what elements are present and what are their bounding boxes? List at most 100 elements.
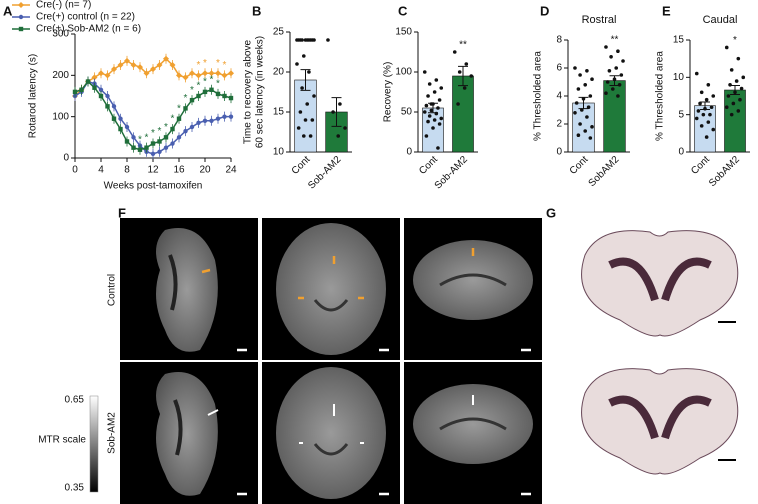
data-point [614, 66, 619, 70]
y-tick-label: 25 [273, 27, 285, 38]
data-point [464, 62, 469, 66]
data-point [708, 112, 712, 117]
panel-label: B [252, 3, 261, 18]
marker [163, 135, 169, 140]
chart-title: Caudal [703, 14, 738, 26]
data-point [429, 102, 434, 106]
data-point [699, 124, 704, 128]
data-point [437, 122, 442, 126]
bar [422, 107, 444, 153]
data-point [426, 94, 430, 98]
data-point [604, 91, 608, 95]
significance: * [190, 85, 194, 96]
x-tick-label: 24 [225, 165, 237, 176]
data-point [585, 115, 589, 119]
y-axis-label: % Thresholded area [655, 51, 666, 141]
data-point [694, 116, 699, 121]
data-point [301, 54, 306, 58]
marker [105, 104, 110, 109]
data-point [696, 109, 701, 113]
marker [79, 87, 84, 92]
marker [202, 70, 208, 77]
data-point [434, 78, 439, 82]
data-point [619, 73, 624, 77]
marker [176, 72, 182, 79]
data-point [711, 127, 716, 132]
y-axis-label: Recovery (%) [383, 62, 394, 123]
y-axis-label: Time to recovery above [243, 40, 254, 145]
marker [202, 118, 208, 124]
data-point [298, 110, 303, 114]
significance: * [171, 114, 175, 125]
marker [143, 70, 150, 77]
marker [118, 126, 123, 132]
panel-label: D [540, 3, 549, 18]
marker [150, 151, 156, 157]
y-tick-label: 200 [52, 70, 69, 81]
significance: * [216, 58, 220, 69]
marker [124, 57, 130, 64]
data-point [731, 101, 736, 106]
y-tick-label: 0 [63, 153, 69, 164]
x-tick-label: 16 [173, 165, 185, 176]
data-point [307, 70, 311, 74]
data-point [431, 126, 435, 130]
data-point [616, 94, 620, 98]
marker [215, 116, 221, 121]
data-point [331, 110, 335, 114]
data-point [741, 75, 746, 80]
data-point [573, 111, 577, 115]
scale-min: 0.35 [65, 483, 85, 494]
marker [137, 147, 143, 152]
data-point [439, 86, 444, 90]
marker [98, 93, 104, 99]
data-point [724, 105, 729, 109]
x-axis-label: Weeks post-tamoxifen [104, 181, 203, 192]
marker [222, 93, 227, 99]
data-point [576, 133, 581, 137]
y-tick-label: 300 [52, 29, 69, 40]
marker [157, 139, 162, 144]
data-point [432, 118, 437, 122]
x-tick-label: 20 [199, 165, 211, 176]
data-point [422, 110, 427, 114]
data-point [469, 74, 474, 78]
marker [163, 145, 169, 150]
data-point [699, 90, 704, 95]
y-axis-label: 60 sec latency (in weeks) [255, 36, 266, 148]
marker [131, 135, 136, 140]
data-point [616, 49, 620, 53]
marker [202, 89, 208, 95]
marker [209, 118, 214, 124]
data-point [605, 80, 610, 84]
data-point [583, 129, 588, 133]
legend-label: Cre(+) control (n = 22) [36, 12, 135, 23]
marker [105, 93, 110, 99]
data-point [439, 116, 444, 121]
data-point [576, 87, 581, 91]
data-point [588, 94, 593, 98]
data-point [427, 114, 432, 118]
significance: * [216, 79, 220, 90]
data-point [326, 38, 330, 42]
marker [18, 14, 24, 20]
data-point [617, 83, 622, 87]
marker [228, 95, 234, 101]
data-point [457, 70, 462, 74]
data-point [729, 68, 734, 72]
marker [215, 70, 221, 77]
y-tick-label: 0 [678, 147, 684, 158]
marker [228, 70, 234, 77]
marker [209, 87, 214, 92]
y-tick-label: 0 [406, 147, 412, 158]
data-point [706, 120, 711, 124]
data-point [296, 126, 301, 130]
legend-label: Cre(-) (n= 7) [36, 0, 91, 11]
data-point [578, 73, 582, 77]
marker [222, 114, 227, 119]
y-axis-label: % Thresholded area [533, 51, 544, 141]
data-point [726, 94, 731, 98]
x-tick-label: Cont [689, 154, 712, 177]
marker [137, 64, 143, 71]
